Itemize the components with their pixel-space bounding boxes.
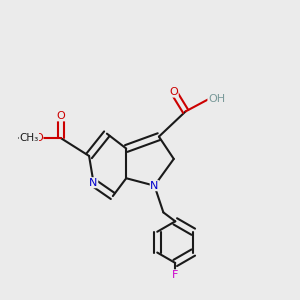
- Text: CH₃: CH₃: [19, 133, 38, 143]
- Text: F: F: [172, 270, 178, 280]
- Text: O: O: [169, 87, 178, 97]
- Text: OH: OH: [208, 94, 225, 104]
- Text: N: N: [150, 181, 159, 191]
- Text: N: N: [89, 178, 98, 188]
- Text: O: O: [56, 111, 65, 121]
- Text: O: O: [34, 133, 43, 143]
